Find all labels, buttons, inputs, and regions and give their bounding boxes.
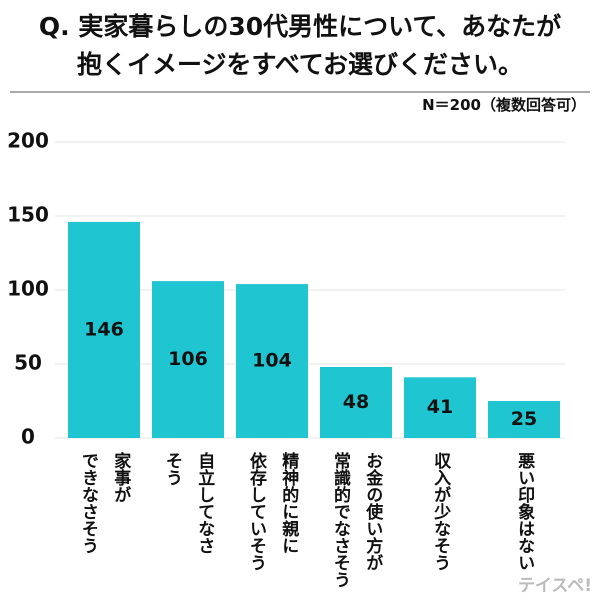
y-tick-label: 0	[21, 425, 35, 449]
watermark: テイスペ!	[517, 576, 592, 596]
bar	[236, 284, 308, 438]
bar	[152, 281, 224, 438]
y-tick-label: 150	[7, 203, 49, 227]
value-label: 104	[252, 350, 292, 372]
x-tick-label: 自立してなさ そう	[162, 452, 215, 554]
bar	[488, 401, 560, 438]
value-label: 48	[343, 391, 369, 413]
bar	[404, 377, 476, 438]
bar	[68, 221, 140, 438]
x-tick-label: 悪い印象はない	[514, 452, 535, 571]
x-tick-label: 収入が少なそう	[430, 452, 451, 571]
title-rule	[10, 91, 590, 93]
x-tick-label: お金の使い方が 常識的でなさそう	[330, 452, 383, 588]
sample-note: N＝200（複数回答可）	[422, 96, 586, 114]
value-label: 25	[511, 408, 537, 430]
value-label: 106	[168, 348, 208, 370]
y-tick-label: 200	[7, 129, 49, 153]
bar	[320, 366, 392, 438]
value-label: 41	[427, 396, 453, 418]
y-tick-label: 50	[14, 351, 42, 375]
value-label: 146	[84, 318, 124, 340]
chart-title: Q. 実家暮らしの30代男性について、あなたが 抱くイメージをすべてお選びくださ…	[38, 12, 562, 79]
y-tick-label: 100	[7, 277, 49, 301]
x-tick-label: 家事が できなさそう	[78, 452, 131, 554]
x-tick-label: 精神的に親に 依存していそう	[246, 452, 299, 571]
